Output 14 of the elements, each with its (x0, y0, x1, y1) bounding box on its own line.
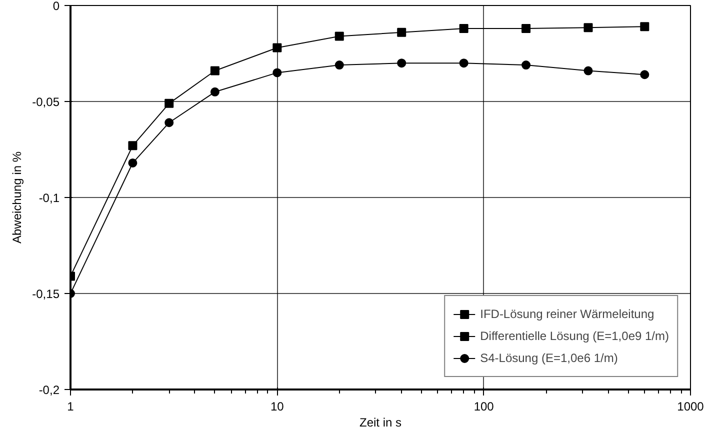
y-tick-label: -0,1 (38, 191, 60, 205)
legend-label: Differentielle Lösung (E=1,0e9 1/m) (480, 329, 669, 343)
y-axis-title: Abweichung in % (10, 151, 24, 244)
x-tick-label: 10 (270, 400, 284, 414)
x-tick-label: 1 (67, 400, 74, 414)
x-tick-label: 100 (474, 400, 494, 414)
y-tick-label: -0,15 (32, 287, 60, 301)
y-tick-label: -0,2 (38, 383, 60, 397)
x-tick-label: 1000 (677, 400, 704, 414)
legend-label: S4-Lösung (E=1,0e6 1/m) (480, 351, 618, 365)
y-tick-label: 0 (52, 0, 60, 13)
x-axis-title: Zeit in s (359, 416, 402, 430)
y-tick-label: -0,05 (32, 95, 60, 109)
legend-label: IFD-Lösung reiner Wärmeleitung (480, 307, 654, 321)
